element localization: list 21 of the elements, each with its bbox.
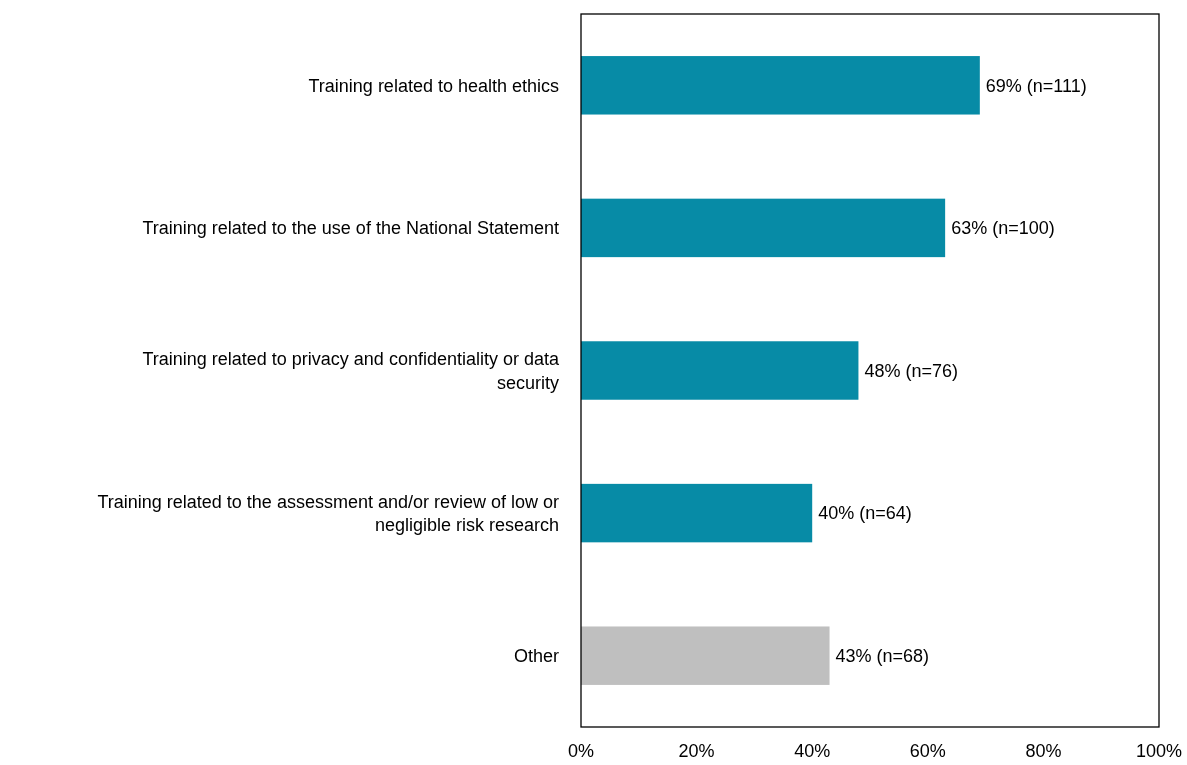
x-tick-label: 40% (794, 741, 831, 761)
data-label: 63% (n=100) (951, 218, 1055, 239)
data-label: 43% (n=68) (835, 646, 930, 666)
y-tick-label: Training related to the assessment and/or review of low or negligible risk research (97, 491, 559, 536)
bar (581, 483, 813, 543)
bar (581, 341, 859, 400)
y-tick-label: Other (513, 646, 559, 666)
y-tick-label: Training related to the use of the National Statement (142, 218, 559, 239)
y-tick-label: Training related to privacy and confidentiality or data security (142, 349, 560, 393)
data-label: 40% (n=64) (818, 503, 912, 524)
data-label: 69% (n=111) (985, 75, 1087, 96)
x-tick-label: 100% (1135, 741, 1183, 761)
x-tick-label: 20% (678, 741, 715, 761)
data-label: 48% (n=76) (864, 360, 958, 381)
y-tick-label: Training related to health ethics (308, 75, 559, 96)
bar (581, 626, 830, 685)
x-tick-label: 0% (567, 741, 595, 761)
bar (581, 56, 980, 115)
x-tick-label: 60% (909, 741, 946, 761)
bar (581, 198, 946, 258)
x-tick-label: 80% (1025, 741, 1062, 761)
